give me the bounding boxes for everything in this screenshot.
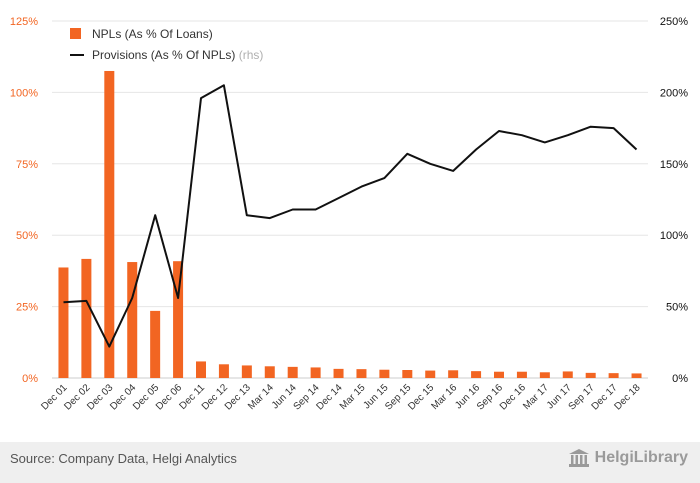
brand-logo: HelgiLibrary: [568, 448, 688, 468]
npl-bar: [287, 366, 298, 378]
npl-bar: [562, 371, 573, 378]
npl-bar: [539, 372, 550, 378]
npl-bar: [127, 262, 138, 378]
npl-bar: [241, 365, 252, 378]
brand-name: HelgiLibrary: [594, 449, 688, 466]
left-tick-label: 0%: [22, 373, 38, 385]
legend-label-npl: NPLs (As % Of Loans): [92, 27, 213, 41]
npl-bar: [516, 371, 527, 378]
npl-bar: [81, 258, 92, 378]
npl-bar: [310, 367, 321, 378]
legend: NPLs (As % Of Loans) Provisions (As % Of…: [70, 27, 263, 62]
left-tick-label: 125%: [10, 16, 38, 28]
x-tick-label: Mar 15: [338, 382, 368, 412]
left-tick-label: 50%: [16, 230, 38, 242]
npl-bar: [471, 371, 482, 378]
npl-bar: [585, 372, 596, 378]
legend-label-provisions: Provisions (As % Of NPLs) (rhs): [92, 48, 263, 62]
npl-bar: [104, 70, 115, 378]
npl-bar: [631, 373, 642, 378]
left-tick-label: 75%: [16, 159, 38, 171]
provisions-line: [63, 84, 638, 348]
x-tick-label: Mar 16: [429, 382, 459, 412]
npl-bar: [494, 371, 504, 378]
legend-swatch-npl: [70, 28, 81, 39]
npl-bar: [333, 368, 344, 378]
right-tick-label: 200%: [660, 87, 688, 99]
library-icon: [568, 449, 589, 467]
npl-bar: [608, 373, 619, 378]
right-axis: 0% 50% 100% 150% 200% 250%: [660, 16, 688, 385]
x-tick-label: Mar 17: [521, 382, 551, 412]
npl-bars: [58, 70, 642, 378]
left-axis: 0% 25% 50% 75% 100% 125%: [10, 16, 38, 385]
npl-bar: [448, 370, 459, 378]
npl-bar: [196, 361, 206, 378]
npl-bar: [58, 267, 69, 378]
left-tick-label: 25%: [16, 302, 38, 314]
npl-bar: [402, 370, 413, 378]
footer: Source: Company Data, Helgi Analytics He…: [0, 442, 700, 483]
npl-bar: [264, 366, 275, 378]
npl-bar: [379, 369, 390, 378]
grid: [52, 20, 648, 379]
right-tick-label: 50%: [666, 302, 688, 314]
right-tick-label: 100%: [660, 230, 688, 242]
x-tick-label: Mar 14: [246, 382, 276, 412]
chart: 0% 25% 50% 75% 100% 125% 0% 50% 100% 150% 200% 250…: [10, 16, 688, 413]
legend-label-provisions-rhs: (rhs): [235, 48, 263, 62]
npl-bar: [425, 370, 436, 378]
npl-bar: [356, 369, 367, 378]
right-tick-label: 250%: [660, 16, 688, 28]
left-tick-label: 100%: [10, 87, 38, 99]
npl-bar: [218, 364, 229, 378]
source-note: Source: Company Data, Helgi Analytics: [10, 451, 237, 466]
legend-label-provisions-main: Provisions (As % Of NPLs): [92, 48, 235, 62]
npl-bar: [173, 261, 184, 378]
x-tick-label: Dec 18: [612, 382, 642, 412]
provisions-line-path: [63, 84, 638, 348]
right-tick-label: 0%: [672, 373, 688, 385]
npl-bar: [150, 310, 161, 378]
right-tick-label: 150%: [660, 159, 688, 171]
